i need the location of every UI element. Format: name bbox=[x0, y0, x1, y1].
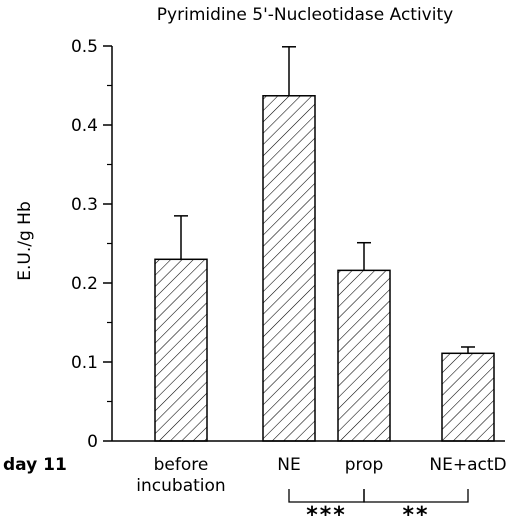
y-tick-label: 0.5 bbox=[71, 37, 98, 57]
category-label: NE+actD bbox=[429, 455, 506, 475]
bar bbox=[441, 352, 495, 442]
y-tick-label: 0.2 bbox=[71, 274, 98, 294]
significance-label: ** bbox=[402, 503, 429, 523]
row-label: day 11 bbox=[3, 455, 67, 475]
y-tick-label: 0 bbox=[87, 432, 98, 452]
y-tick-label: 0.4 bbox=[71, 116, 98, 136]
category-label: prop bbox=[345, 455, 384, 475]
axes: 0 0.1 0.2 0.3 0.4 0.5 bbox=[71, 37, 505, 452]
category-label: NE bbox=[277, 455, 300, 475]
significance-label: *** bbox=[306, 503, 347, 523]
category-label: before incubation bbox=[136, 455, 225, 496]
category-labels: before incubation NE prop NE+actD bbox=[136, 455, 506, 496]
chart-title: Pyrimidine 5'-Nucleotidase Activity bbox=[157, 5, 453, 25]
y-tick-label: 0.1 bbox=[71, 353, 98, 373]
significance-bracket bbox=[363, 489, 469, 503]
bar bbox=[337, 269, 391, 442]
significance-bracket bbox=[288, 489, 365, 503]
y-tick-label: 0.3 bbox=[71, 195, 98, 215]
bars bbox=[154, 46, 495, 442]
significance-brackets: *** ** bbox=[288, 489, 469, 523]
bar bbox=[154, 258, 208, 442]
bar bbox=[262, 95, 316, 442]
y-axis-label: E.U./g Hb bbox=[15, 201, 35, 281]
